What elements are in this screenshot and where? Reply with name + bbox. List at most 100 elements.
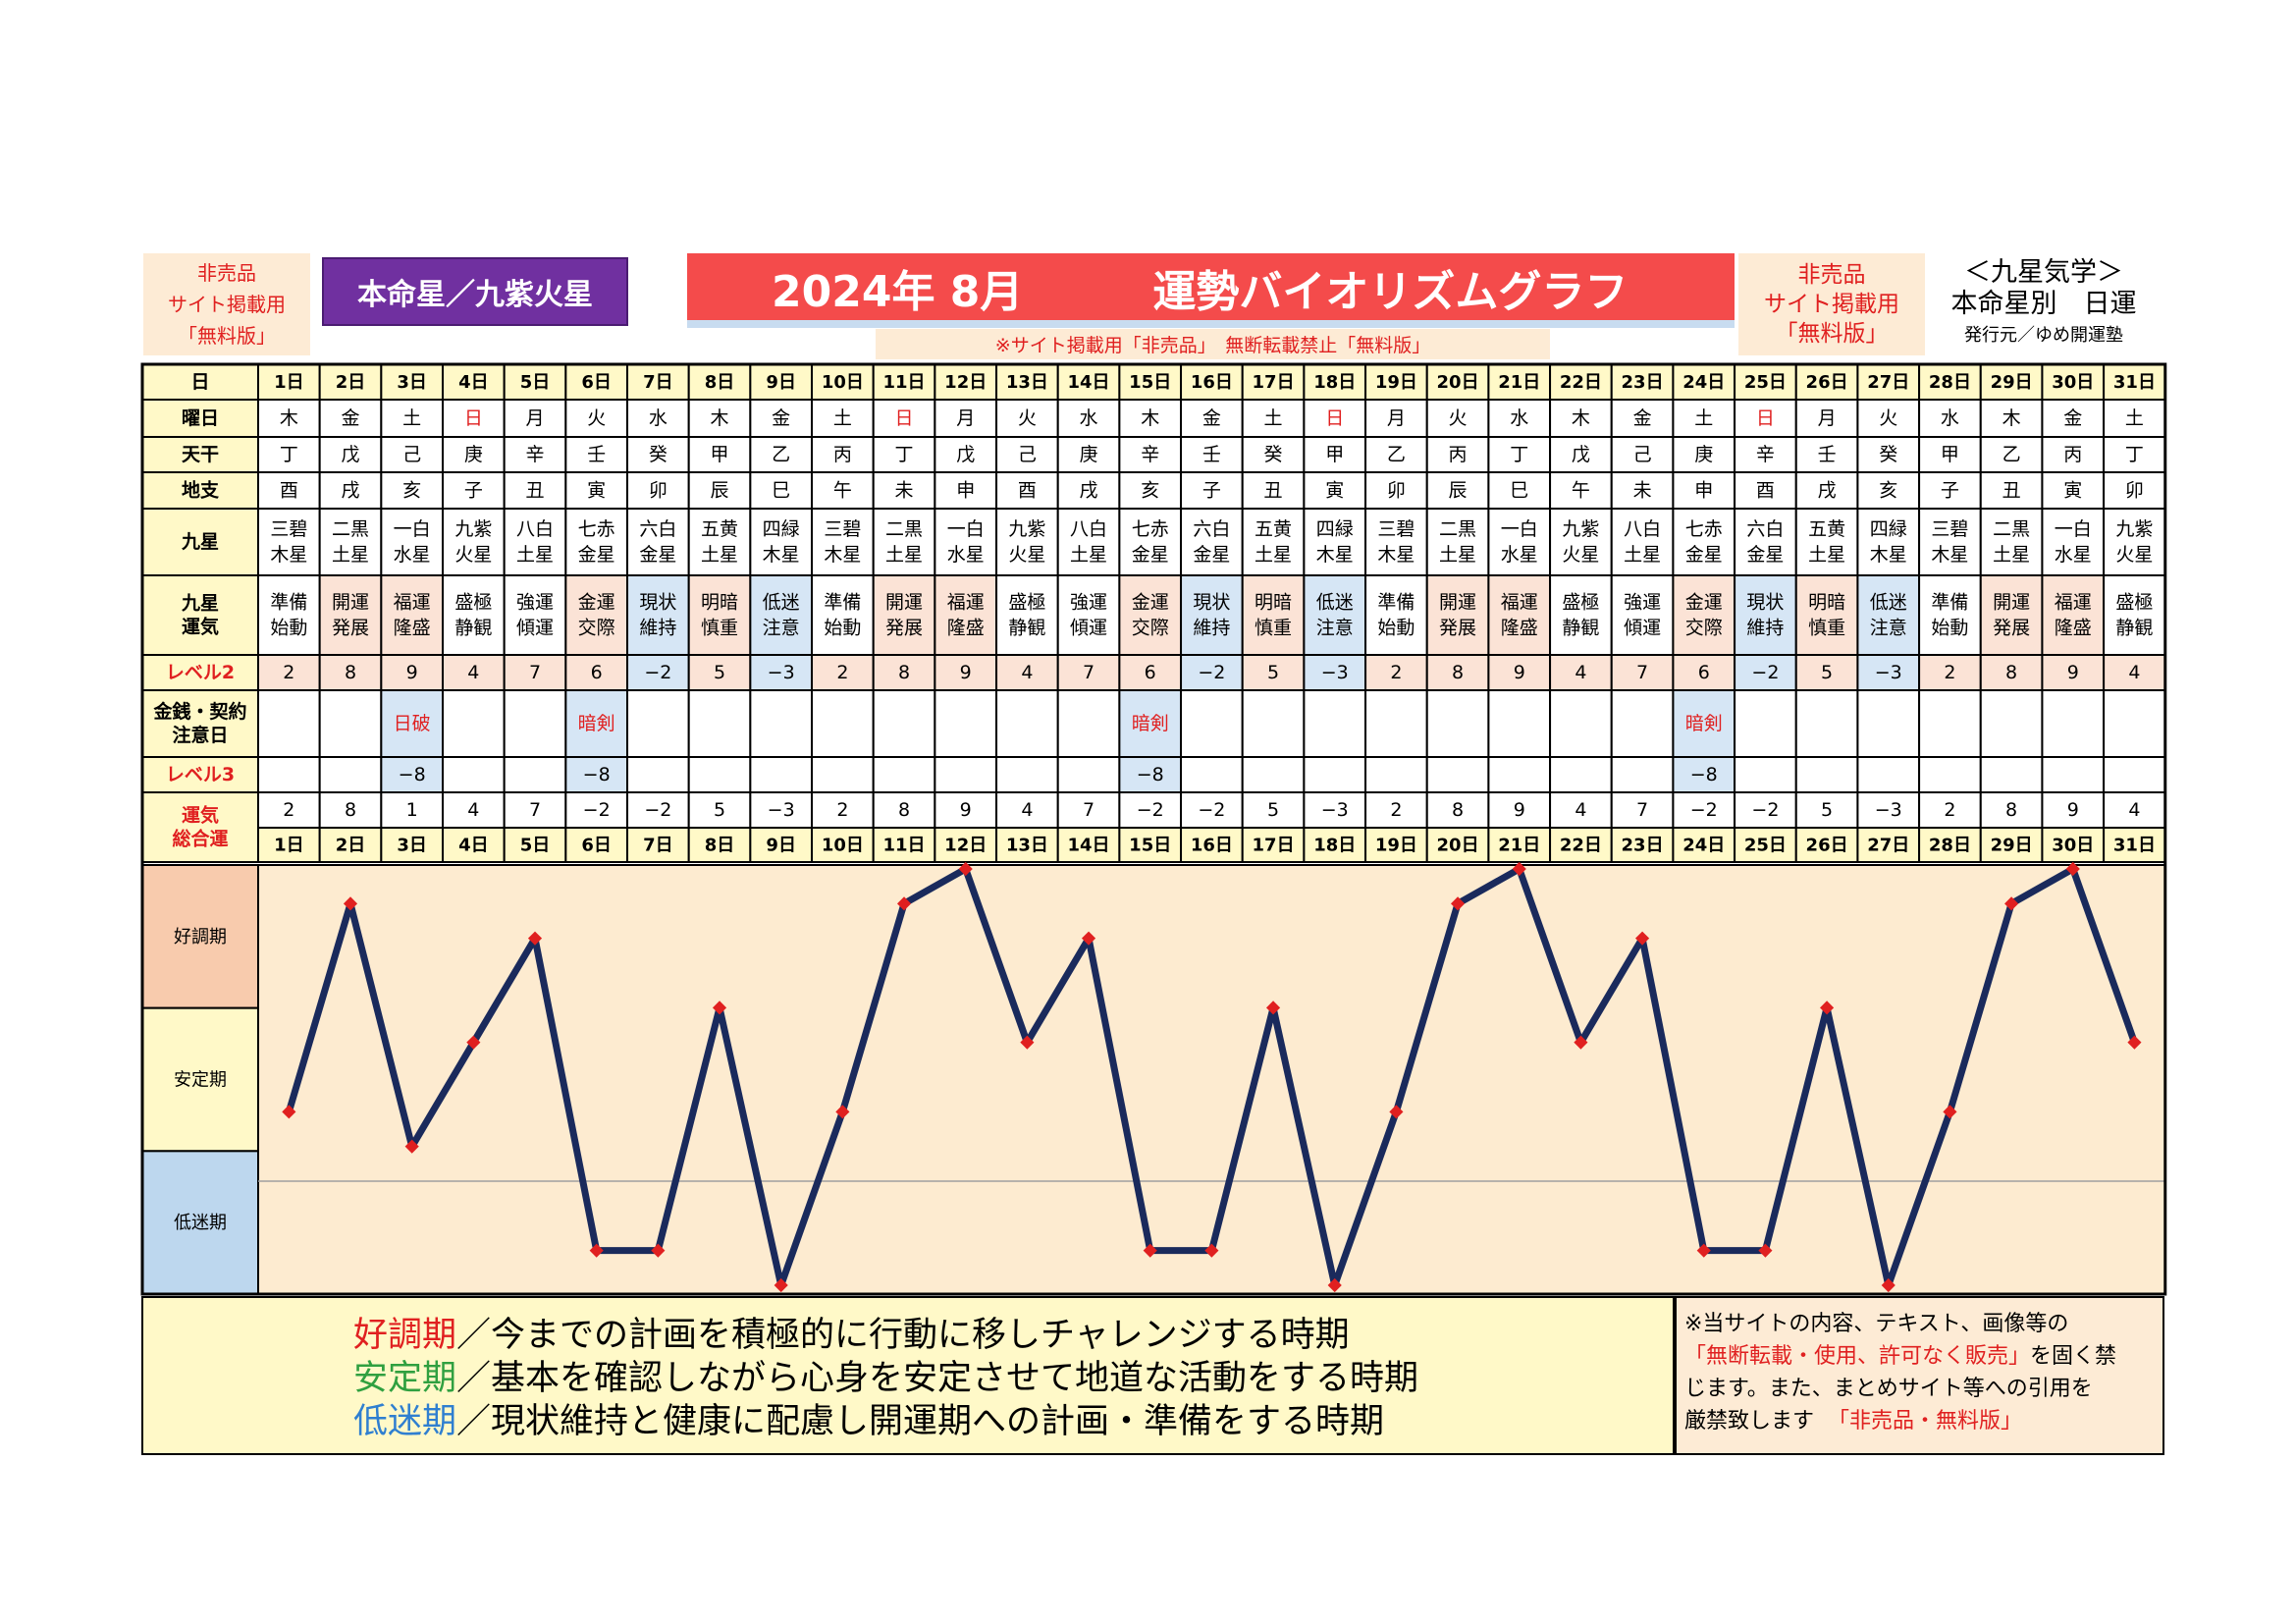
cell-text-chishi: 卯: [2125, 480, 2144, 502]
cell-text-unki: 盛極静観: [2115, 592, 2153, 639]
left-nonsale-label: 非売品 サイト掲載用 「無料版」: [143, 253, 310, 355]
cell-unki: [1734, 574, 1797, 656]
data-point-12: [958, 861, 973, 877]
row-label-unki: [141, 574, 259, 656]
cell-text-days2: 24日: [1682, 835, 1725, 855]
cell-text-days: 30日: [2052, 372, 2094, 393]
cell-text-total: 5: [714, 799, 725, 821]
cell-text-weekdays: 日: [895, 407, 914, 429]
row-label-text-kyusei: 九星: [181, 531, 219, 553]
cell-text-total: 5: [1267, 799, 1279, 821]
cell-text-total: 8: [1452, 799, 1464, 821]
cell-level2: [1180, 654, 1244, 691]
cell-text-days: 26日: [1806, 372, 1848, 393]
cell-text-tenkan: 甲: [1941, 444, 1959, 465]
cell-text-days2: 10日: [822, 835, 864, 855]
cell-kyusei: [2103, 508, 2166, 576]
cell-text-chishi: 卯: [649, 480, 667, 502]
cell-chishi: [1672, 471, 1736, 510]
cell-text-days: 24日: [1682, 372, 1725, 393]
cell-level3: [2041, 756, 2106, 793]
cell-kyusei: [1487, 508, 1552, 576]
zone-0: [141, 864, 259, 1009]
cell-level3: [934, 756, 998, 793]
right-nonsale-label: 非売品 サイト掲載用 「無料版」: [1738, 253, 1925, 355]
right-label-line1: 非売品: [1797, 262, 1866, 288]
cell-text-level2: 4: [1575, 662, 1586, 683]
cell-money: [1549, 689, 1613, 758]
cell-kyusei: [1425, 508, 1490, 576]
cell-text-weekdays: 木: [2002, 407, 2021, 429]
cell-text-tenkan: 癸: [1264, 444, 1283, 465]
cell-kyusei: [749, 508, 814, 576]
cell-text-days2: 6日: [581, 835, 612, 855]
notice-line2-red: 「無断転載・使用、許可なく販売」: [1684, 1344, 2031, 1369]
cell-text-days: 4日: [458, 372, 489, 393]
cell-money: [749, 689, 814, 758]
data-point-27: [1881, 1277, 1896, 1293]
cell-text-money: 暗剣: [578, 713, 615, 734]
cell-text-kyusei: 二黒土星: [332, 518, 369, 566]
cell-text-total: 8: [2005, 799, 2017, 821]
cell-text-days2: 31日: [2113, 835, 2156, 855]
cell-text-days: 11日: [883, 372, 926, 393]
cell-text-days: 31日: [2113, 372, 2156, 393]
cell-chishi: [380, 471, 445, 510]
kyusei-subtitle: 本命星別 日運: [1950, 289, 2137, 319]
cell-text-total: 9: [2067, 799, 2079, 821]
cell-level3: [1487, 756, 1552, 793]
cell-weekdays: [257, 399, 321, 438]
notice-line1: ※当サイトの内容、テキスト、画像等の: [1684, 1312, 2069, 1336]
cell-text-level2: −3: [768, 662, 795, 683]
cell-days: [2103, 363, 2166, 401]
cell-days2: [564, 827, 629, 863]
cell-text-tenkan: 丙: [1449, 444, 1468, 465]
cell-text-tenkan: 己: [1633, 444, 1652, 465]
cell-text-kyusei: 八白土星: [1070, 518, 1107, 566]
cell-text-weekdays: 土: [1694, 407, 1713, 429]
cell-unki: [872, 574, 936, 656]
data-point-2: [343, 896, 358, 911]
cell-text-total: −3: [768, 799, 795, 821]
cell-text-days: 21日: [1498, 372, 1540, 393]
cell-text-level2: 8: [1452, 662, 1464, 683]
plot-area: [141, 864, 2166, 1295]
cell-text-days2: 4日: [458, 835, 489, 855]
cell-text-chishi: 戌: [1818, 480, 1837, 502]
cell-money: [811, 689, 875, 758]
cell-money: [2103, 689, 2166, 758]
cell-kyusei: [1180, 508, 1244, 576]
cell-text-unki: 金運交際: [1132, 592, 1169, 639]
cell-text-total: −2: [1137, 799, 1164, 821]
data-point-1: [282, 1105, 296, 1119]
cell-text-weekdays: 土: [402, 407, 421, 429]
cell-text-unki: 福運隆盛: [2055, 592, 2092, 639]
cell-days: [380, 363, 445, 401]
cell-text-money: 暗剣: [1132, 713, 1169, 734]
cell-text-total: −2: [1751, 799, 1779, 821]
cell-text-level2: 7: [1636, 662, 1648, 683]
data-point-15: [1143, 1243, 1157, 1258]
cell-level3: [1610, 756, 1675, 793]
cell-text-days2: 16日: [1191, 835, 1233, 855]
cell-unki: [380, 574, 445, 656]
cell-level3: [1856, 756, 1921, 793]
cell-text-days: 6日: [581, 372, 612, 393]
cell-text-level2: 2: [1390, 662, 1402, 683]
cell-text-kyusei: 四緑木星: [763, 518, 800, 566]
cell-text-weekdays: 金: [772, 407, 790, 429]
cell-money: [257, 689, 321, 758]
cell-text-kyusei: 四緑木星: [1316, 518, 1354, 566]
cell-text-total: 4: [467, 799, 479, 821]
cell-text-unki: 開運発展: [1439, 592, 1476, 639]
cell-text-tenkan: 辛: [1756, 444, 1775, 465]
legend-line-antei: 安定期／基本を確認しながら心身を安定させて地道な活動をする時期: [353, 1357, 1418, 1400]
cell-level3: [1979, 756, 2044, 793]
cell-weekdays: [1794, 399, 1859, 438]
cell-text-days2: 30日: [2052, 835, 2094, 855]
legend-text-antei: ／基本を確認しながら心身を安定させて地道な活動をする時期: [456, 1359, 1419, 1398]
cell-text-kyusei: 八白土星: [516, 518, 554, 566]
data-point-24: [1696, 1243, 1711, 1258]
cell-text-unki: 盛極静観: [1562, 592, 1599, 639]
cell-text-chishi: 午: [833, 480, 852, 502]
